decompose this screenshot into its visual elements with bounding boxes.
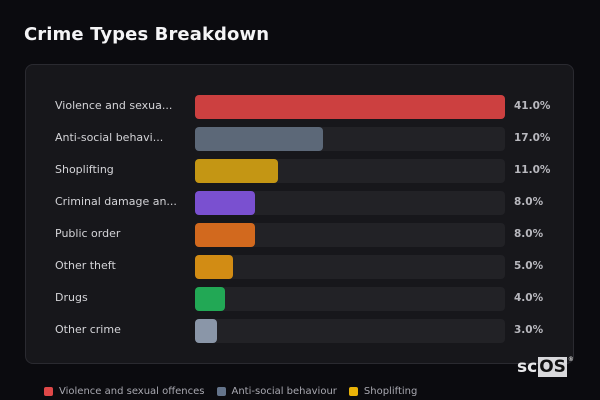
legend-label: Shoplifting	[363, 386, 418, 397]
legend-item[interactable]: Shoplifting	[348, 386, 418, 397]
bar-fill	[195, 159, 278, 183]
legend-label: Violence and sexual offences	[59, 386, 205, 397]
chart-legend: Violence and sexual offences Anti-social …	[44, 386, 417, 397]
legend-item[interactable]: Violence and sexual offences	[44, 386, 205, 397]
bar-value: 17.0%	[514, 132, 551, 144]
registered-icon: ®	[567, 355, 574, 363]
bar-value: 41.0%	[514, 100, 551, 112]
bar-row[interactable]: Criminal damage an... 8.0%	[26, 191, 573, 215]
bar-fill	[195, 287, 225, 311]
legend-swatch-icon	[216, 387, 226, 396]
watermark-prefix: sc	[517, 357, 538, 377]
bar-label: Shoplifting	[55, 163, 114, 176]
bar-fill	[195, 127, 323, 151]
legend-label: Anti-social behaviour	[231, 386, 337, 397]
bar-label: Public order	[55, 227, 121, 240]
bar-label: Anti-social behavi...	[55, 131, 164, 144]
bar-fill	[195, 223, 255, 247]
chart-panel: Violence and sexua... 41.0% Anti-social be…	[25, 64, 574, 364]
bar-fill	[195, 255, 233, 279]
legend-swatch-icon	[348, 387, 358, 396]
bar-value: 3.0%	[514, 324, 544, 336]
bar-track	[195, 95, 505, 119]
watermark-logo: sc OS ®	[517, 355, 574, 377]
bar-row[interactable]: Drugs 4.0%	[26, 287, 573, 311]
bar-fill	[195, 319, 217, 343]
bar-fill	[195, 95, 505, 119]
bar-track	[195, 191, 505, 215]
bar-label: Other crime	[55, 323, 121, 336]
bar-track	[195, 319, 505, 343]
bar-fill	[195, 191, 255, 215]
bar-label: Violence and sexua...	[55, 99, 173, 112]
bar-row[interactable]: Anti-social behavi... 17.0%	[26, 127, 573, 151]
bar-label: Criminal damage an...	[55, 195, 177, 208]
bar-row[interactable]: Shoplifting 11.0%	[26, 159, 573, 183]
bar-label: Other theft	[55, 259, 116, 272]
bar-track	[195, 223, 505, 247]
legend-item[interactable]: Anti-social behaviour	[216, 386, 337, 397]
bar-value: 8.0%	[514, 196, 544, 208]
bar-value: 11.0%	[514, 164, 551, 176]
bar-track	[195, 159, 505, 183]
bar-track	[195, 287, 505, 311]
bar-row[interactable]: Public order 8.0%	[26, 223, 573, 247]
bar-track	[195, 255, 505, 279]
bar-value: 5.0%	[514, 260, 544, 272]
watermark-boxed: OS	[538, 357, 567, 377]
bar-value: 4.0%	[514, 292, 544, 304]
legend-swatch-icon	[44, 387, 53, 396]
bar-row[interactable]: Violence and sexua... 41.0%	[26, 95, 573, 119]
bar-label: Drugs	[55, 291, 88, 304]
bar-value: 8.0%	[514, 228, 544, 240]
bar-track	[195, 127, 505, 151]
page-title: Crime Types Breakdown	[24, 24, 270, 45]
bar-row[interactable]: Other theft 5.0%	[26, 255, 573, 279]
bar-row[interactable]: Other crime 3.0%	[26, 319, 573, 343]
